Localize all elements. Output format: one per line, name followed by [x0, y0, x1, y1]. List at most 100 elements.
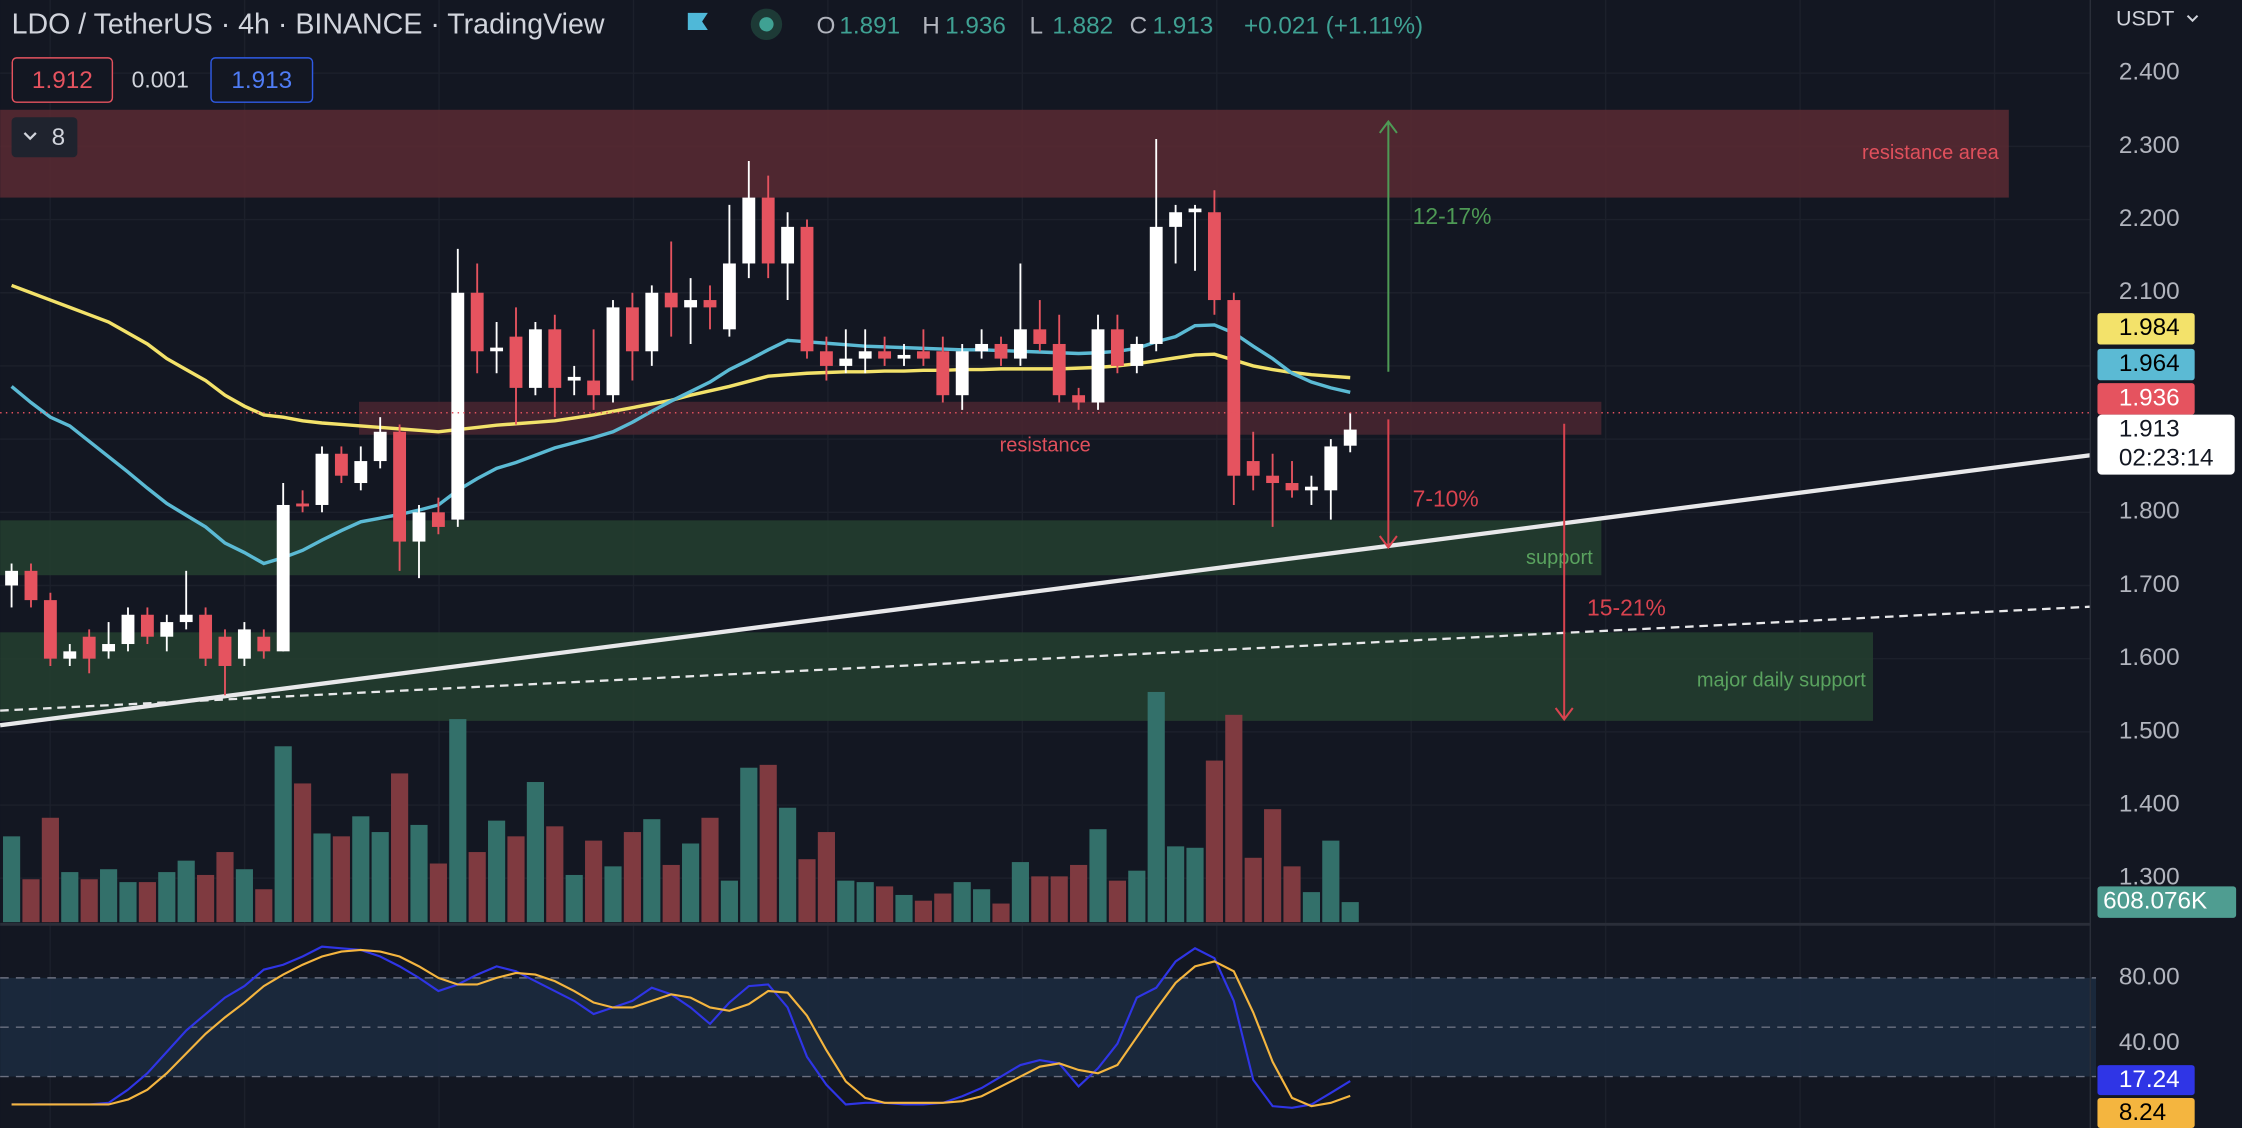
volume-bar	[1283, 866, 1301, 923]
candle-body	[1110, 329, 1124, 366]
volume-bar	[837, 880, 855, 923]
volume-bar	[371, 832, 389, 923]
measure-label: 15-21%	[1587, 595, 1666, 621]
ma-value-badge	[2097, 348, 2195, 381]
y-tick-label: 1.300	[2119, 864, 2180, 891]
candle-body	[393, 431, 407, 542]
volume-bar	[352, 816, 370, 923]
candle-body	[587, 380, 601, 396]
high-value: 1.936	[2119, 384, 2180, 411]
oscillator-badge	[2097, 1097, 2195, 1128]
volume-bar	[1322, 840, 1340, 923]
oscillator-badge	[2097, 1065, 2195, 1096]
measure-label: 12-17%	[1413, 203, 1492, 229]
candle-body	[490, 347, 504, 352]
y-tick-label: 1.700	[2119, 571, 2180, 598]
candle-body	[373, 431, 387, 462]
candle-body	[276, 504, 290, 652]
volume-bar	[507, 836, 525, 923]
volume-bar	[817, 832, 835, 923]
candle-body	[1304, 486, 1318, 491]
volume-bar	[643, 819, 661, 923]
sell-price: 1.912	[32, 67, 93, 94]
oscillator-value: 17.24	[2119, 1066, 2180, 1093]
volume-bar	[623, 832, 641, 923]
volume-bar	[235, 869, 253, 923]
candle-body	[684, 300, 698, 308]
y-tick-label: 1.400	[2119, 790, 2180, 817]
candle-body	[1246, 461, 1260, 476]
volume-bar	[80, 879, 98, 923]
candle-body	[296, 503, 310, 507]
y-tick-label: 2.300	[2119, 132, 2180, 159]
volume-bar	[410, 824, 428, 923]
countdown: 02:23:14	[2119, 444, 2214, 471]
candle-body	[528, 329, 542, 388]
volume-bar	[197, 874, 215, 923]
measure-label: 7-10%	[1413, 486, 1479, 512]
candle-body	[121, 614, 135, 645]
volume-bar	[138, 882, 156, 923]
candle-body	[1285, 483, 1299, 491]
sell-button[interactable]	[11, 57, 114, 103]
volume-bar	[740, 767, 758, 923]
currency[interactable]: USDT	[2116, 7, 2174, 31]
open-label: O	[816, 13, 835, 40]
volume-bar	[1341, 902, 1359, 923]
chevron-icon	[23, 132, 37, 141]
open-value: 1.891	[839, 13, 900, 40]
candle-body	[1169, 212, 1183, 227]
candle-body	[179, 614, 193, 623]
candle-body	[140, 614, 154, 637]
candle-body	[1149, 226, 1163, 344]
candle-body	[742, 197, 756, 264]
candle-body	[722, 263, 736, 330]
volume-bar	[798, 859, 816, 923]
candle-body	[800, 226, 814, 352]
candle-body	[509, 336, 523, 388]
high-value: 1.936	[945, 13, 1006, 40]
volume-bar	[313, 833, 331, 923]
candle-body	[451, 292, 465, 520]
candle-body	[354, 461, 368, 484]
candle-body	[897, 354, 911, 359]
volume-bar	[119, 882, 137, 923]
candle-body	[703, 300, 717, 308]
y-tick-label: 80.00	[2119, 963, 2180, 990]
volume-bar	[100, 869, 118, 923]
volume-bar	[158, 872, 176, 923]
candle-body	[160, 622, 174, 637]
volume-bar	[1128, 870, 1146, 923]
volume-bar	[526, 782, 544, 923]
y-tick-label: 1.800	[2119, 498, 2180, 525]
candle-body	[761, 197, 775, 264]
buy-button[interactable]	[210, 57, 314, 103]
candle-body	[470, 292, 484, 352]
candle-body	[1266, 475, 1280, 484]
change: +0.021 (+1.11%)	[1244, 13, 1423, 40]
y-tick-label: 1.600	[2119, 644, 2180, 671]
indicator-toggle[interactable]	[11, 117, 78, 158]
candle-body	[82, 636, 96, 659]
volume-bar	[895, 894, 913, 923]
candle-body	[858, 351, 872, 359]
oscillator-line	[11, 948, 1351, 1108]
volume-bar	[1147, 691, 1165, 923]
volume-bar	[1264, 809, 1282, 923]
volume-bar	[585, 840, 603, 923]
volume-bar	[1244, 857, 1262, 923]
volume-bar	[332, 836, 350, 923]
ma-value: 1.984	[2119, 314, 2180, 341]
volume-bar	[216, 852, 234, 923]
volume-value: 608.076K	[2103, 888, 2207, 915]
spread: 0.001	[132, 67, 189, 93]
candle-body	[102, 644, 116, 652]
candle-body	[975, 343, 989, 352]
candle-body	[878, 351, 892, 359]
candle-body	[24, 570, 38, 601]
candle-body	[1072, 395, 1086, 403]
candle-body	[1013, 329, 1027, 359]
volume-bar	[3, 836, 21, 923]
candle-body	[1091, 329, 1105, 403]
